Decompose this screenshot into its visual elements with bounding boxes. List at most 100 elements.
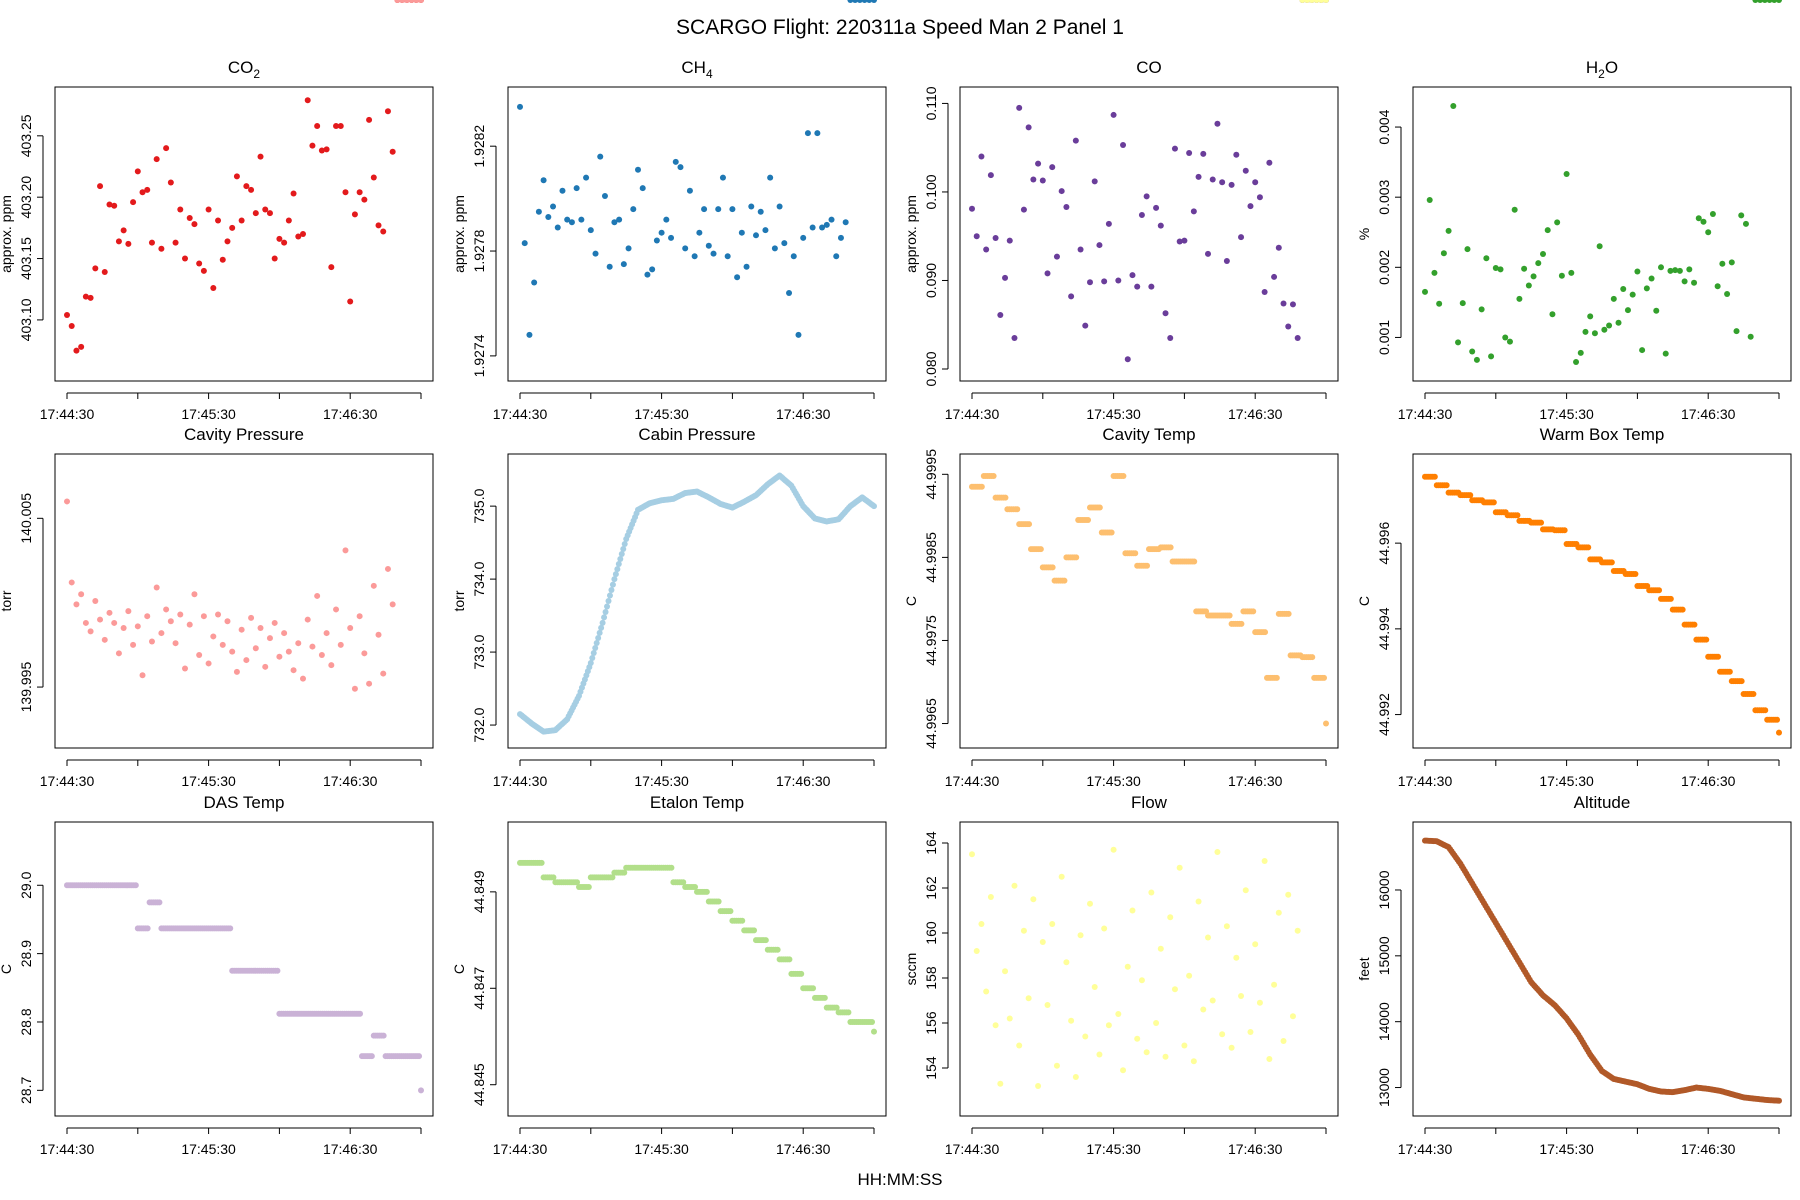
panel-title: H2O	[1586, 58, 1618, 81]
data-series	[64, 0, 424, 692]
panel-title-main: Warm Box Temp	[1540, 425, 1665, 444]
data-point	[300, 675, 306, 682]
panel-co: CO 17:44:30 17:45:30 17:46:30 0.080 0.090 0.10…	[903, 0, 1339, 422]
data-series	[517, 472, 877, 735]
data-point	[1020, 927, 1027, 934]
data-point	[1157, 222, 1164, 229]
data-point	[87, 294, 94, 301]
data-point	[1738, 212, 1745, 219]
data-point	[361, 650, 368, 657]
data-point	[814, 130, 821, 137]
data-point	[139, 672, 146, 679]
y-tick-label: 158	[923, 966, 939, 990]
data-point	[219, 256, 226, 263]
data-point	[1143, 193, 1150, 200]
data-point	[233, 668, 240, 675]
data-point	[375, 222, 382, 229]
y-tick-label: 1.9282	[471, 125, 487, 168]
data-point	[1738, 678, 1745, 685]
data-point	[630, 206, 637, 213]
data-point	[1318, 0, 1325, 3]
data-point	[1006, 1015, 1013, 1022]
data-point	[148, 239, 155, 246]
data-point	[604, 603, 611, 610]
data-point	[1110, 846, 1117, 853]
data-point	[1469, 348, 1476, 355]
data-point	[795, 331, 802, 338]
data-point	[314, 123, 321, 129]
data-point	[125, 608, 132, 615]
data-point	[1247, 203, 1254, 210]
data-point	[1774, 716, 1781, 723]
panel-title-main: Cabin Pressure	[638, 425, 755, 444]
data-point	[1101, 278, 1108, 285]
data-point	[727, 908, 734, 915]
data-point	[1219, 179, 1226, 186]
data-point	[605, 598, 612, 604]
data-point	[997, 1080, 1004, 1087]
x-tick-label: 17:45:30	[181, 406, 236, 422]
data-point	[1558, 272, 1565, 279]
data-point	[781, 240, 788, 247]
data-point	[413, 0, 420, 3]
data-point	[1077, 932, 1084, 939]
data-point	[1554, 219, 1561, 226]
data-point	[158, 630, 165, 637]
data-point	[1262, 629, 1269, 636]
data-point	[987, 172, 994, 179]
y-axis-label: approx. ppm	[0, 195, 14, 273]
data-point	[1728, 259, 1735, 266]
y-tick-label: 44.9985	[923, 532, 939, 583]
data-point	[1096, 242, 1103, 249]
data-series	[1422, 473, 1782, 736]
data-point	[1483, 255, 1490, 262]
data-point	[992, 1022, 999, 1029]
data-point	[1440, 250, 1447, 257]
panel-title: Etalon Temp	[650, 793, 744, 812]
data-point	[692, 884, 699, 891]
data-point	[1587, 313, 1594, 320]
data-point	[73, 347, 80, 354]
data-point	[990, 472, 997, 479]
y-tick-label: 0.001	[1376, 320, 1392, 355]
data-point	[1132, 550, 1139, 557]
data-point	[156, 899, 163, 906]
data-point	[1742, 220, 1749, 227]
data-point	[1058, 873, 1065, 880]
data-point	[115, 238, 122, 245]
data-point	[418, 0, 424, 3]
data-point	[1776, 729, 1782, 736]
panel-title-main: CO	[228, 58, 254, 77]
data-point	[800, 234, 807, 241]
data-point	[1676, 267, 1683, 274]
data-point	[134, 623, 141, 630]
panel-title: CH4	[681, 58, 713, 81]
y-axis-label: C	[1356, 596, 1372, 606]
data-point	[776, 203, 783, 210]
data-point	[1667, 595, 1674, 602]
y-tick-label: 403.10	[18, 298, 34, 341]
data-point	[1323, 0, 1329, 3]
data-point	[1209, 997, 1216, 1004]
data-point	[368, 1053, 375, 1060]
y-tick-label: 29.0	[18, 871, 34, 898]
data-point	[342, 189, 349, 196]
data-point	[595, 634, 602, 641]
panel-flow: Flow 17:44:30 17:45:30 17:46:30 154 156 158 160…	[903, 0, 1339, 1157]
data-point	[132, 882, 139, 889]
data-point	[186, 621, 193, 628]
data-point	[274, 967, 281, 974]
y-axis-label: C	[451, 964, 467, 974]
data-point	[1514, 512, 1521, 519]
data-point	[1223, 258, 1230, 264]
data-point	[757, 208, 764, 215]
data-point	[1233, 151, 1240, 158]
data-point	[606, 263, 613, 270]
data-point	[1037, 546, 1044, 553]
x-tick-label: 17:46:30	[323, 773, 378, 789]
data-point	[1639, 347, 1646, 354]
y-tick-label: 44.9975	[923, 615, 939, 666]
x-tick-label: 17:44:30	[1398, 406, 1453, 422]
